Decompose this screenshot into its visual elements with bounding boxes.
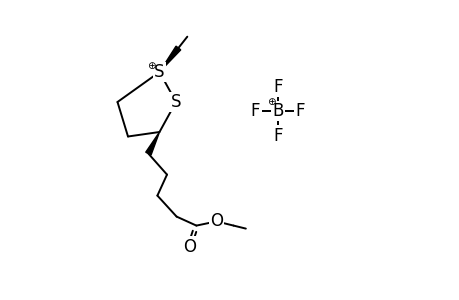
Polygon shape — [159, 46, 180, 72]
Text: F: F — [250, 102, 260, 120]
Polygon shape — [146, 132, 159, 155]
Text: O: O — [183, 238, 196, 256]
Text: F: F — [273, 78, 282, 96]
Text: B: B — [272, 102, 283, 120]
Text: S: S — [170, 93, 181, 111]
Text: F: F — [273, 127, 282, 145]
Text: F: F — [295, 102, 305, 120]
Text: ⊕: ⊕ — [146, 61, 155, 71]
Text: S: S — [154, 63, 164, 81]
Text: O: O — [210, 212, 223, 230]
Text: ⊕: ⊕ — [266, 97, 275, 107]
